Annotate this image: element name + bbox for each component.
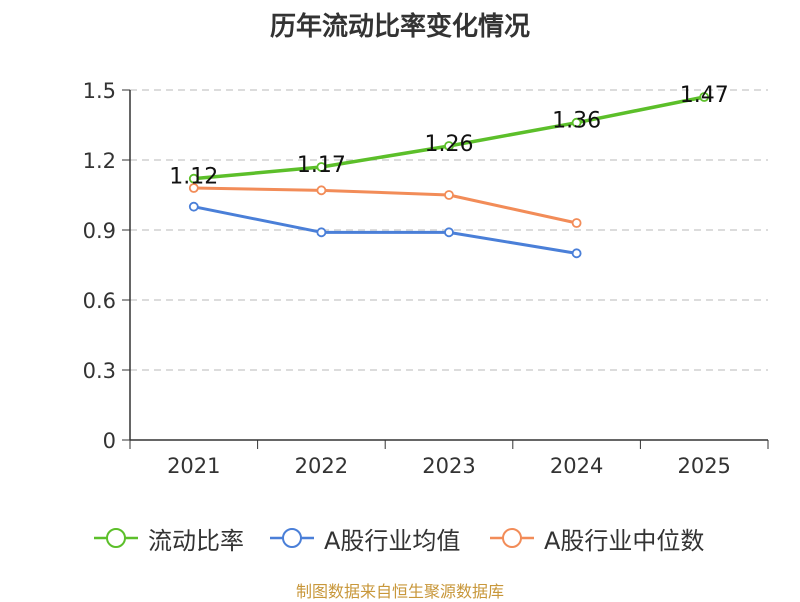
data-point xyxy=(444,190,454,200)
data-label: 1.47 xyxy=(680,83,729,108)
y-tick-label: 1.5 xyxy=(83,79,116,103)
legend-marker-industry-average xyxy=(270,528,314,548)
data-point xyxy=(444,141,454,151)
x-tick-label: 2021 xyxy=(167,454,220,478)
data-point xyxy=(188,173,199,184)
data-point xyxy=(316,162,327,172)
legend-item-industry-average[interactable]: A股行业均值 xyxy=(268,518,460,558)
legend-item-industry-median[interactable]: A股行业中位数 xyxy=(488,518,704,558)
legend-label-industry-average: A股行业均值 xyxy=(324,526,461,555)
x-tick-label: 2025 xyxy=(677,454,730,478)
data-point xyxy=(571,248,582,259)
data-point xyxy=(571,218,582,228)
legend-marker-industry-median xyxy=(490,528,534,548)
data-point xyxy=(699,92,710,102)
data-label: 1.36 xyxy=(552,109,601,134)
legend-item-current-ratio[interactable]: 流动比率 xyxy=(92,518,244,558)
data-source-note: 制图数据来自恒生聚源数据库 xyxy=(295,582,504,601)
data-point xyxy=(444,227,454,238)
y-tick-label: 0.6 xyxy=(83,289,116,313)
data-label: 1.26 xyxy=(425,132,474,157)
legend-label-industry-median: A股行业中位数 xyxy=(544,526,705,555)
y-tick-label: 1.2 xyxy=(83,149,116,173)
series-line-1 xyxy=(193,205,577,255)
y-tick-label: 0.3 xyxy=(83,359,116,383)
data-point xyxy=(188,201,199,212)
chart-title: 历年流动比率变化情况 xyxy=(269,12,530,42)
y-tick-label: 0.9 xyxy=(83,219,116,243)
legend-label-current-ratio: 流动比率 xyxy=(148,526,244,555)
data-label: 1.17 xyxy=(297,153,346,178)
data-point xyxy=(316,227,327,238)
data-point xyxy=(316,185,327,196)
series-line-2 xyxy=(193,186,577,225)
legend-marker-current-ratio xyxy=(94,528,138,548)
x-tick-label: 2022 xyxy=(295,454,348,478)
data-label: 1.12 xyxy=(169,165,218,190)
x-tick-label: 2024 xyxy=(550,454,603,478)
x-tick-label: 2023 xyxy=(422,454,475,478)
y-tick-label: 0 xyxy=(103,429,116,453)
data-point xyxy=(571,117,582,128)
data-point xyxy=(188,183,199,193)
legend: 流动比率 A股行业均值 A股行业中位数 xyxy=(0,518,800,558)
